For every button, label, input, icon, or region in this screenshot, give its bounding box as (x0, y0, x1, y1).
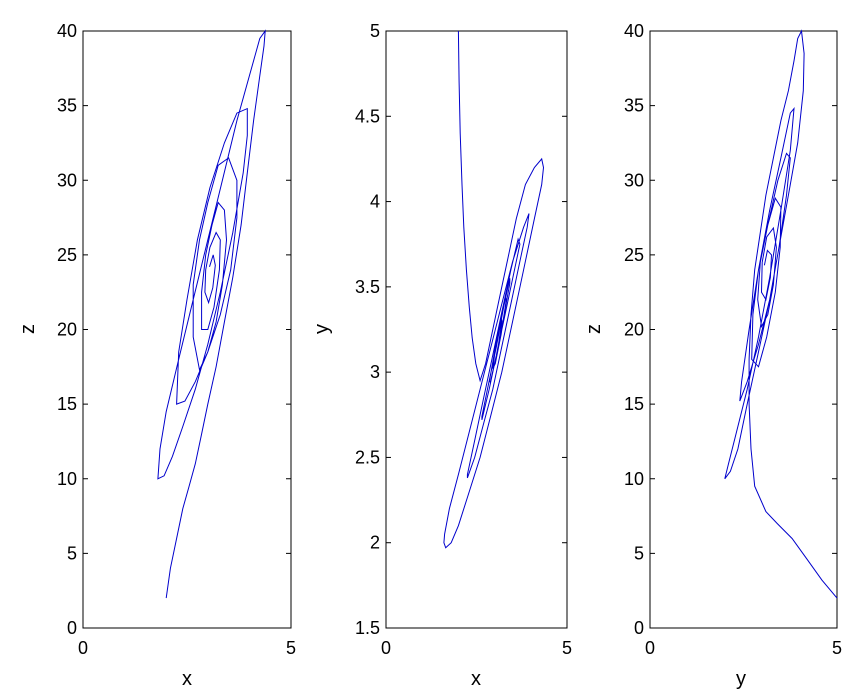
y-tick-label: 2 (370, 533, 380, 553)
y-axis-label: z (17, 324, 39, 334)
y-tick-label: 35 (57, 96, 77, 116)
y-tick-label: 5 (67, 543, 77, 563)
subplot-x-y: 1.5 2 2.5 3 3.5 4 4.5 5 0 5 x y (311, 21, 572, 690)
y-tick-label: 3 (370, 362, 380, 382)
y-tick-label: 5 (634, 543, 644, 563)
y-tick-label: 40 (57, 21, 77, 41)
axes-box (649, 30, 838, 629)
x-axis-label: x (182, 668, 192, 690)
y-tick-label: 4.5 (355, 106, 380, 126)
y-tick-label: 0 (67, 618, 77, 638)
y-tick-label: 25 (57, 245, 77, 265)
y-tick-label: 3.5 (355, 277, 380, 297)
y-tick-label: 0 (634, 618, 644, 638)
y-tick-label: 30 (624, 170, 644, 190)
y-tick-label: 5 (370, 21, 380, 41)
y-tick-label: 1.5 (355, 618, 380, 638)
y-tick-label: 20 (57, 320, 77, 340)
trajectory-line (157, 29, 266, 599)
subplot-y-z: 0 5 10 15 20 25 30 35 40 0 5 y z (583, 21, 842, 690)
trajectory-line (724, 29, 838, 599)
y-tick-label: 40 (624, 21, 644, 41)
ticks: 1.5 2 2.5 3 3.5 4 4.5 5 0 5 (355, 21, 572, 658)
subplot-x-z: 0 5 10 15 20 25 30 35 40 0 5 x z (17, 21, 296, 690)
x-axis-label: x (471, 668, 481, 690)
y-tick-label: 2.5 (355, 447, 380, 467)
y-tick-label: 20 (624, 320, 644, 340)
y-tick-label: 35 (624, 96, 644, 116)
x-tick-label: 0 (645, 638, 655, 658)
y-tick-label: 10 (57, 469, 77, 489)
y-axis-label: y (311, 324, 333, 334)
x-tick-label: 5 (562, 638, 572, 658)
x-tick-label: 0 (381, 638, 391, 658)
x-axis-label: y (736, 668, 746, 690)
x-tick-label: 0 (78, 638, 88, 658)
y-tick-label: 25 (624, 245, 644, 265)
y-tick-label: 4 (370, 192, 380, 212)
y-tick-label: 30 (57, 170, 77, 190)
axes-box (385, 30, 568, 629)
x-tick-label: 5 (832, 638, 842, 658)
y-tick-label: 10 (624, 469, 644, 489)
axes-box (82, 30, 292, 629)
ticks: 0 5 10 15 20 25 30 35 40 0 5 (624, 21, 842, 658)
x-tick-label: 5 (286, 638, 296, 658)
ticks: 0 5 10 15 20 25 30 35 40 0 5 (57, 21, 296, 658)
y-tick-label: 15 (624, 394, 644, 414)
y-axis-label: z (583, 324, 605, 334)
trajectory-line (443, 30, 545, 549)
y-tick-label: 15 (57, 394, 77, 414)
